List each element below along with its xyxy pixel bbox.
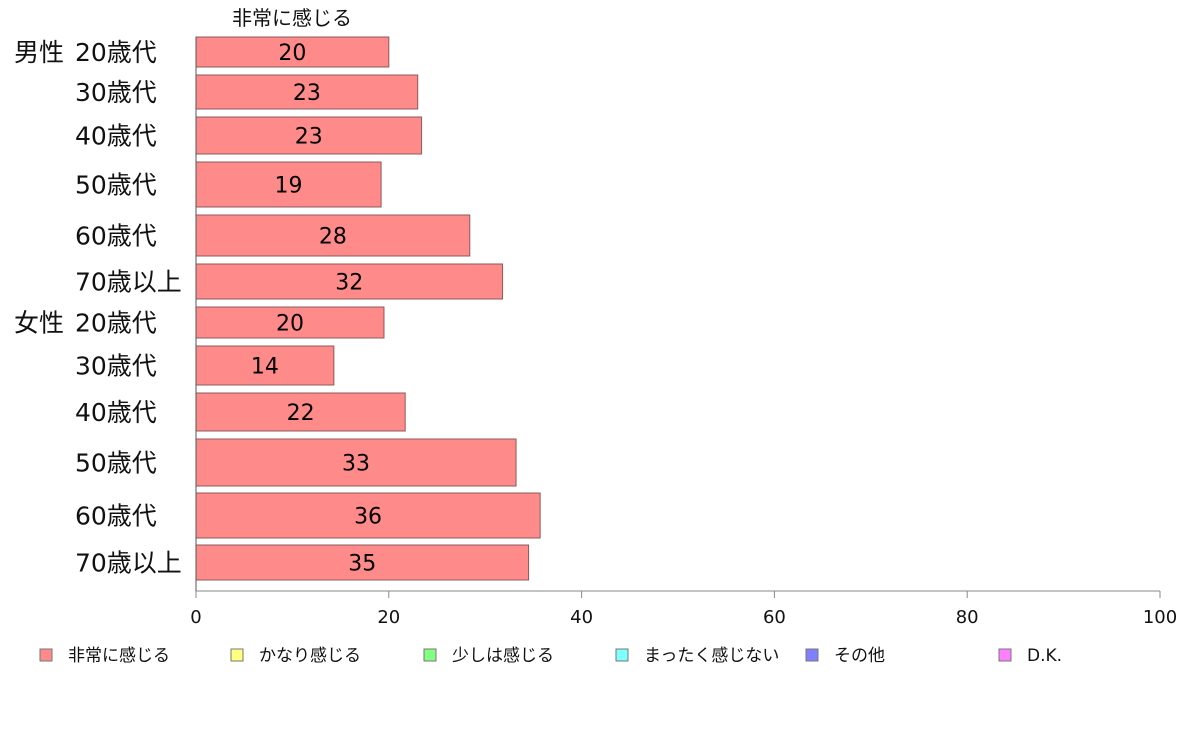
bar <box>195 544 530 581</box>
x-tick-label: 40 <box>570 607 593 628</box>
legend-label: 少しは感じる <box>452 646 554 666</box>
legend-label: まったく感じない <box>644 646 779 666</box>
x-tick-label: 100 <box>1143 607 1177 628</box>
category-label: 60歳代 <box>75 502 157 531</box>
legend-swatch <box>805 648 819 662</box>
category-label: 70歳以上 <box>75 268 182 297</box>
x-tick-label: 60 <box>763 607 786 628</box>
category-label: 40歳代 <box>75 398 157 427</box>
x-tick-label: 80 <box>956 607 979 628</box>
value-label: 22 <box>287 401 315 426</box>
x-axis: 0 20 40 60 80 100 <box>190 37 1177 628</box>
legend-swatch <box>423 648 437 662</box>
labels-layer: 2020歳代男性2330歳代2340歳代1950歳代2860歳代3270歳以上2… <box>14 38 382 578</box>
group-label: 男性 <box>14 38 64 67</box>
category-label: 30歳代 <box>75 352 157 381</box>
bar <box>195 36 390 68</box>
legend: 非常に感じる かなり感じる 少しは感じる まったく感じない その他 D.K. <box>39 646 1062 666</box>
legend-swatch <box>615 648 629 662</box>
category-label: 50歳代 <box>75 449 157 478</box>
bar <box>195 74 419 110</box>
legend-label: 非常に感じる <box>68 646 170 666</box>
value-label: 19 <box>275 174 303 199</box>
value-label: 35 <box>348 552 376 577</box>
value-label: 23 <box>293 81 321 106</box>
value-label: 23 <box>295 125 323 150</box>
legend-label: かなり感じる <box>259 646 361 666</box>
category-label: 70歳以上 <box>75 549 182 578</box>
bar <box>195 492 541 539</box>
series-header-label: 非常に感じる <box>232 6 352 30</box>
legend-swatch <box>39 648 53 662</box>
legend-swatch <box>998 648 1012 662</box>
category-label: 30歳代 <box>75 78 157 107</box>
category-label: 20歳代 <box>75 38 157 67</box>
bar <box>195 214 471 257</box>
value-label: 32 <box>335 271 363 296</box>
x-tick-label: 20 <box>377 607 400 628</box>
bar <box>195 161 382 208</box>
group-label: 女性 <box>14 309 64 338</box>
value-label: 20 <box>276 312 304 337</box>
value-label: 28 <box>319 225 347 250</box>
category-label: 60歳代 <box>75 222 157 251</box>
category-label: 40歳代 <box>75 122 157 151</box>
value-label: 14 <box>251 355 279 380</box>
category-label: 20歳代 <box>75 309 157 338</box>
value-label: 20 <box>278 41 306 66</box>
value-label: 33 <box>342 452 370 477</box>
value-label: 36 <box>354 505 382 530</box>
legend-label: D.K. <box>1027 646 1062 666</box>
bar <box>195 306 385 339</box>
legend-label: その他 <box>834 646 885 666</box>
x-tick-label: 0 <box>190 607 201 628</box>
bars-layer <box>195 36 541 581</box>
category-label: 50歳代 <box>75 171 157 200</box>
legend-swatch <box>230 648 244 662</box>
bar <box>195 116 423 155</box>
bar <box>195 438 517 487</box>
